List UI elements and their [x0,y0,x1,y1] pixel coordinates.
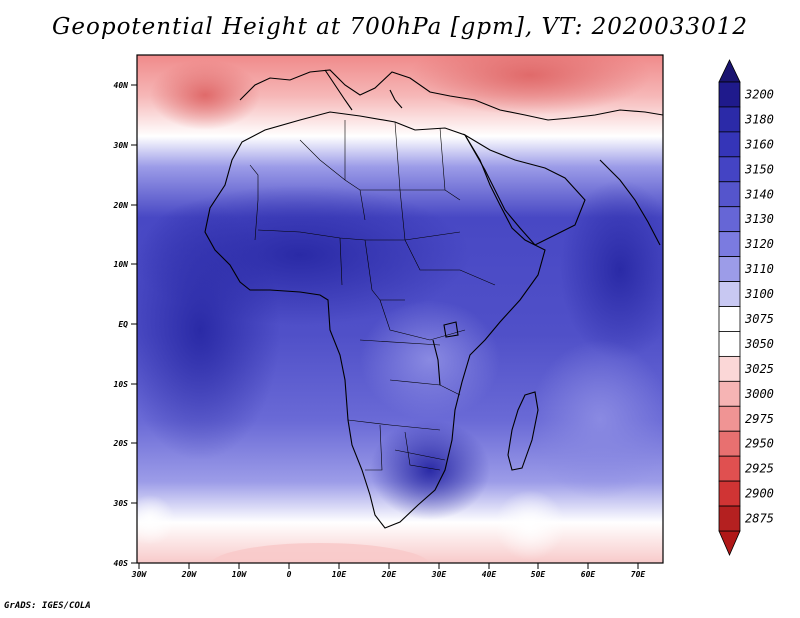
greece [389,89,403,109]
colorbar-label-3130: 3130 [744,212,774,226]
lon-label-10w: 10W [232,570,248,579]
colorbar-top-arrow [718,59,741,83]
colorbar-label-3150: 3150 [744,162,774,176]
colorbar-swatch-3160 [718,131,741,158]
arabia [463,133,586,246]
lon-label-20e: 20E [381,570,397,579]
colorbar-label-3000: 3000 [744,387,774,401]
colorbar-label-3110: 3110 [744,262,774,276]
europe-coast [239,69,663,121]
colorbar-label-3160: 3160 [744,137,774,151]
colorbar-swatch-2925 [718,455,741,482]
colorbar-swatch-2950 [718,430,741,457]
italy [324,69,353,111]
colorbar-label-2925: 2925 [745,462,774,476]
lat-label-10n: 10N [114,260,129,269]
map-title: Geopotential Height at 700hPa [gpm], VT:… [52,14,748,40]
colorbar-swatch-2875 [718,505,741,532]
lon-label-30w: 30W [131,570,148,579]
colorbar-swatch-3050 [718,331,741,357]
height-field [137,55,663,563]
colorbar-label-3200: 3200 [744,87,774,101]
lon-label-50e: 50E [531,570,546,579]
lon-label-30e: 30E [431,570,447,579]
colorbar-label-2900: 2900 [745,487,774,501]
colorbar-swatch-3150 [718,156,741,183]
lon-label-10e: 10E [332,570,347,579]
colorbar-swatch-3130 [718,206,741,233]
colorbar-swatch-3100 [718,281,741,307]
plot-frame [136,54,664,564]
lat-label-20n: 20N [113,201,129,210]
colorbar: 3200 3180 3160 3150 3140 3130 3120 3110 3100 3075… [718,59,774,556]
colorbar-swatch-3025 [718,355,741,382]
colorbar-label-3140: 3140 [744,187,774,201]
lat-label-eq: EQ [118,320,128,329]
lat-label-10s: 10S [114,380,129,389]
lon-label-60e: 60E [581,570,596,579]
colorbar-swatch-3110 [718,256,741,282]
lat-label-40s: 40S [114,559,129,568]
lake-tanganyika [432,339,441,386]
longitude-axis: 30W 20W 10W 0 10E 20E 30E 40E 50E 60E 70… [131,563,646,579]
country-borders [249,120,496,471]
colorbar-label-3025: 3025 [744,362,774,376]
colorbar-bottom-arrow [718,530,741,556]
colorbar-swatch-3140 [718,181,741,208]
colorbar-swatch-3200 [718,81,741,108]
colorbar-label-3180: 3180 [744,112,774,126]
colorbar-swatch-3120 [718,231,741,258]
latitude-axis: 40N 30N 20N 10N EQ 10S 20S 30S 40S [113,81,137,568]
colorbar-label-3120: 3120 [744,237,774,251]
colorbar-label-2875: 2875 [745,512,774,526]
colorbar-label-3075: 3075 [744,312,774,326]
lat-label-40n: 40N [114,81,129,90]
lon-label-70e: 70E [631,570,646,579]
grads-credit: GrADS: IGES/COLA [4,601,91,611]
colorbar-label-2975: 2975 [745,412,774,426]
lat-label-30n: 30N [113,141,129,150]
colorbar-swatch-2900 [718,480,741,507]
coastlines [204,69,663,529]
madagascar [507,391,539,471]
lat-label-20s: 20S [113,439,129,448]
india-coast [599,159,661,246]
colorbar-swatch-3000 [718,380,741,407]
lon-label-0: 0 [287,570,292,579]
lat-label-30s: 30S [113,499,129,508]
lon-label-20w: 20W [181,570,198,579]
colorbar-swatch-3180 [718,106,741,133]
colorbar-swatch-2975 [718,405,741,432]
lake-victoria [443,321,459,338]
colorbar-label-3050: 3050 [744,337,774,351]
colorbar-swatch-3075 [718,306,741,332]
colorbar-label-3100: 3100 [744,287,774,301]
colorbar-label-2950: 2950 [745,437,774,451]
lon-label-40e: 40E [482,570,497,579]
